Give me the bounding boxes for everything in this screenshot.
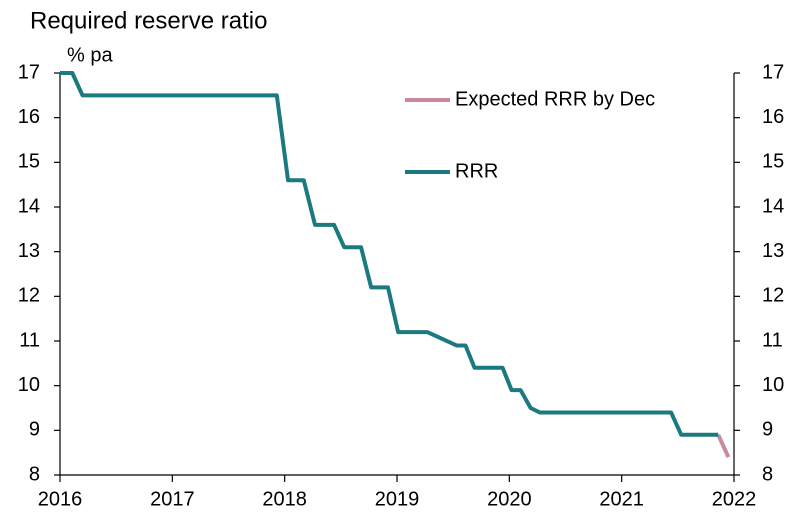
y2-tick-label: 9 xyxy=(762,419,773,441)
x-tick-label: 2018 xyxy=(262,488,307,510)
y-axis-label: % pa xyxy=(67,44,113,66)
y2-tick-label: 10 xyxy=(762,374,784,396)
y2-tick-label: 8 xyxy=(762,463,773,485)
x-tick-label: 2021 xyxy=(599,488,644,510)
y2-tick-label: 17 xyxy=(762,61,784,83)
y-tick-label: 8 xyxy=(29,463,40,485)
y2-tick-label: 15 xyxy=(762,151,784,173)
legend-label: RRR xyxy=(455,160,498,182)
y-tick-label: 14 xyxy=(18,195,40,217)
x-tick-label: 2019 xyxy=(375,488,420,510)
y2-tick-label: 11 xyxy=(762,329,783,351)
x-tick-label: 2020 xyxy=(487,488,532,510)
chart-title: Required reserve ratio xyxy=(30,7,267,34)
y2-tick-label: 13 xyxy=(762,240,784,262)
legend-label: Expected RRR by Dec xyxy=(455,88,655,110)
y-tick-label: 10 xyxy=(18,374,40,396)
y2-tick-label: 16 xyxy=(762,106,784,128)
series-line xyxy=(716,433,731,458)
y-tick-label: 13 xyxy=(18,240,40,262)
y-tick-label: 15 xyxy=(18,151,40,173)
y2-tick-label: 12 xyxy=(762,285,784,307)
y-tick-label: 9 xyxy=(29,419,40,441)
x-tick-label: 2017 xyxy=(150,488,195,510)
y-tick-label: 12 xyxy=(18,285,40,307)
x-tick-label: 2016 xyxy=(38,488,83,510)
x-tick-label: 2022 xyxy=(712,488,757,510)
y2-tick-label: 14 xyxy=(762,195,784,217)
y-tick-label: 16 xyxy=(18,106,40,128)
y-tick-label: 11 xyxy=(19,329,40,351)
series-line xyxy=(60,71,719,437)
y-tick-label: 17 xyxy=(18,61,40,83)
